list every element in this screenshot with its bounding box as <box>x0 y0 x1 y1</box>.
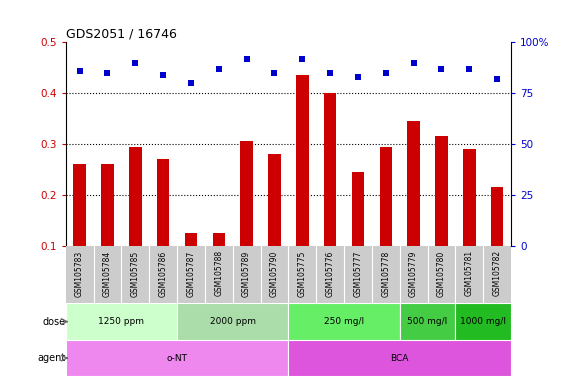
Point <box>353 74 363 80</box>
Bar <box>101 164 114 246</box>
Bar <box>463 149 476 246</box>
Bar <box>288 303 400 340</box>
Text: agent: agent <box>38 353 66 363</box>
Bar <box>157 159 170 246</box>
Text: GSM105788: GSM105788 <box>214 250 223 296</box>
Point <box>493 76 502 82</box>
Text: GSM105776: GSM105776 <box>325 250 335 297</box>
Point <box>409 60 418 66</box>
Bar <box>66 340 288 376</box>
Point <box>437 66 446 72</box>
Text: GSM105778: GSM105778 <box>381 250 391 296</box>
Text: 1250 ppm: 1250 ppm <box>98 317 144 326</box>
Bar <box>129 147 142 246</box>
Bar <box>324 93 336 246</box>
Point <box>297 55 307 61</box>
Text: o-NT: o-NT <box>167 354 187 362</box>
Bar <box>288 340 511 376</box>
Bar <box>352 172 364 246</box>
Text: 2000 ppm: 2000 ppm <box>210 317 256 326</box>
Text: GSM105784: GSM105784 <box>103 250 112 296</box>
Bar <box>212 233 225 246</box>
Bar <box>73 164 86 246</box>
Bar <box>177 303 288 340</box>
Bar <box>184 233 197 246</box>
Text: GSM105785: GSM105785 <box>131 250 140 296</box>
Text: GSM105789: GSM105789 <box>242 250 251 296</box>
Text: BCA: BCA <box>391 354 409 362</box>
Bar <box>407 121 420 246</box>
Text: 1000 mg/l: 1000 mg/l <box>460 317 506 326</box>
Bar <box>268 154 281 246</box>
Point <box>270 70 279 76</box>
Text: GSM105775: GSM105775 <box>297 250 307 297</box>
Text: GSM105779: GSM105779 <box>409 250 418 297</box>
Point <box>325 70 335 76</box>
Point <box>242 55 251 61</box>
Point <box>131 60 140 66</box>
Point <box>103 70 112 76</box>
Point <box>186 80 195 86</box>
Point <box>159 72 168 78</box>
Bar <box>435 136 448 246</box>
Bar <box>240 141 253 246</box>
Text: GSM105790: GSM105790 <box>270 250 279 297</box>
Text: GSM105782: GSM105782 <box>493 250 502 296</box>
Bar <box>400 303 456 340</box>
Bar <box>296 75 308 246</box>
Point <box>75 68 84 74</box>
Text: 500 mg/l: 500 mg/l <box>408 317 448 326</box>
Text: GSM105786: GSM105786 <box>159 250 168 296</box>
Text: GSM105781: GSM105781 <box>465 250 474 296</box>
Bar <box>456 303 511 340</box>
Point <box>381 70 391 76</box>
Point <box>214 66 223 72</box>
Bar <box>491 187 504 246</box>
Text: GSM105780: GSM105780 <box>437 250 446 296</box>
Text: dose: dose <box>43 316 66 327</box>
Text: GDS2051 / 16746: GDS2051 / 16746 <box>66 27 176 40</box>
Text: GSM105787: GSM105787 <box>186 250 195 296</box>
Bar <box>66 303 177 340</box>
Text: 250 mg/l: 250 mg/l <box>324 317 364 326</box>
Text: GSM105783: GSM105783 <box>75 250 84 296</box>
Bar <box>380 147 392 246</box>
Text: GSM105777: GSM105777 <box>353 250 363 297</box>
Point <box>465 66 474 72</box>
